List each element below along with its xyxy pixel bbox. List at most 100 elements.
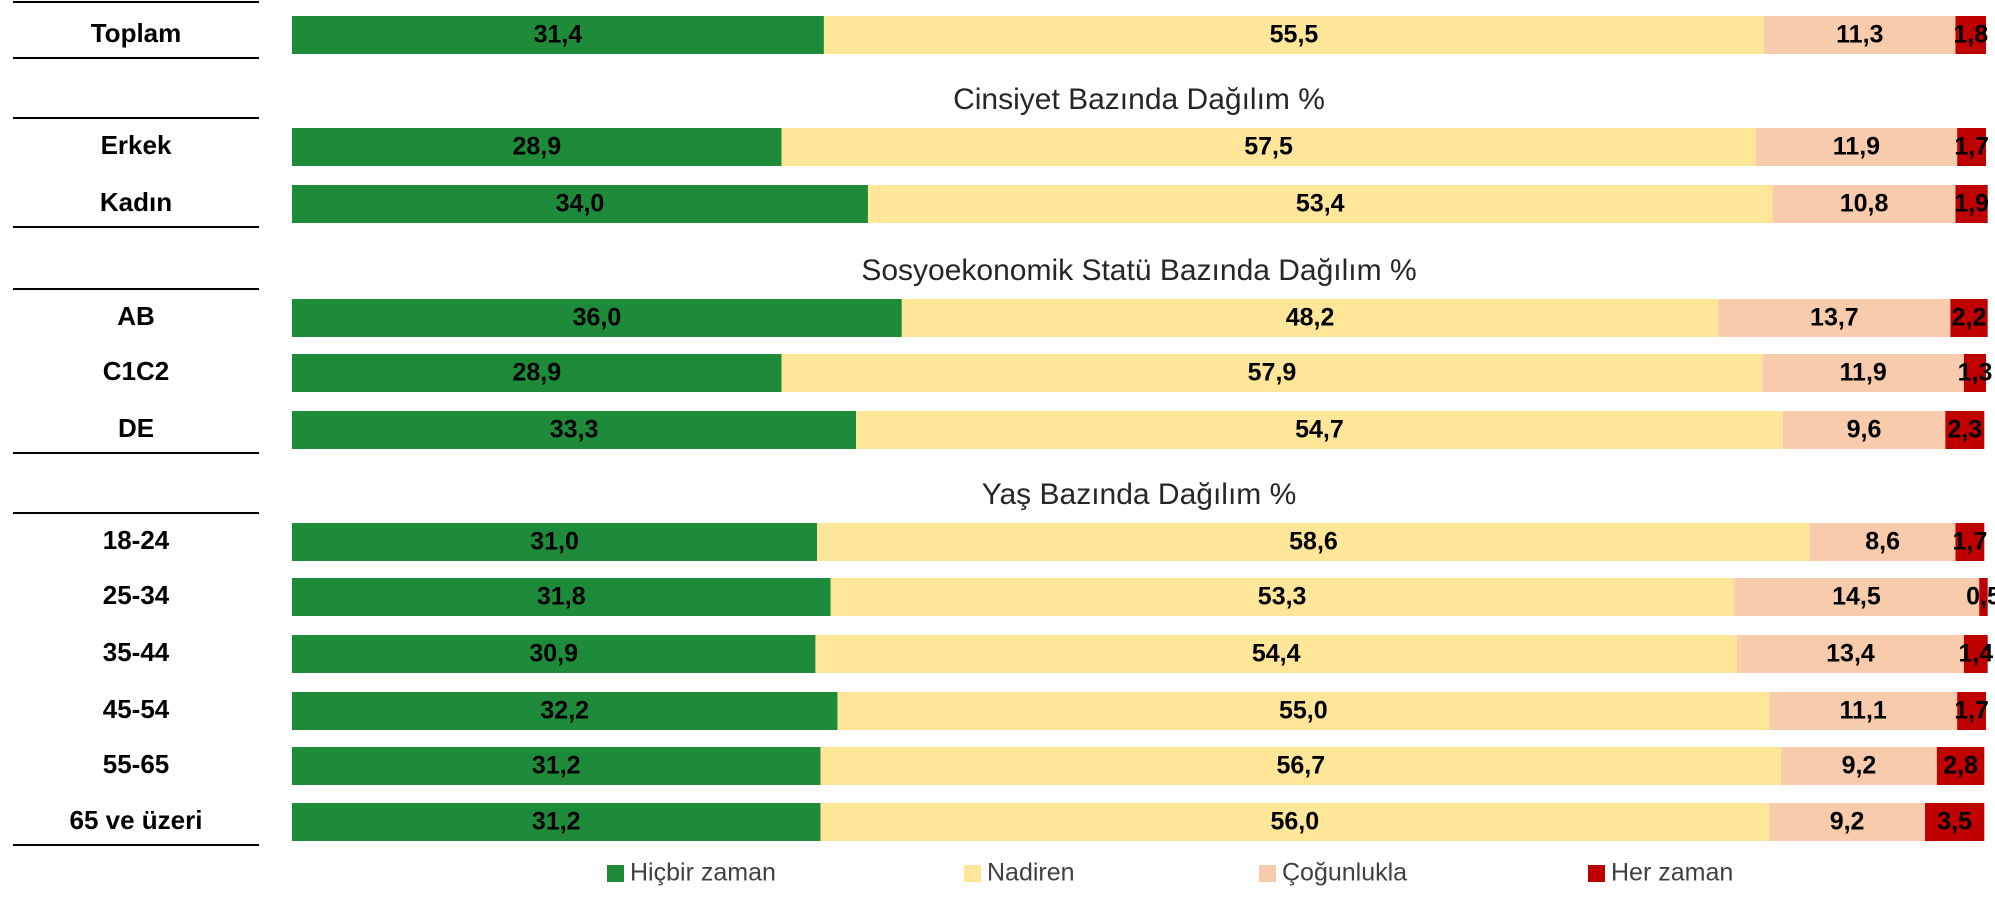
legend-swatch: [964, 865, 981, 882]
bar-segment: [1936, 747, 1985, 785]
value-label: 31,8: [537, 583, 586, 611]
section-title: Sosyoekonomik Statü Bazında Dağılım %: [861, 254, 1416, 287]
value-label: 53,3: [1258, 583, 1307, 611]
value-label: 34,0: [556, 190, 605, 218]
bar-segment: [830, 578, 1734, 616]
bar-segment: [292, 635, 816, 673]
bar-segment: [1755, 128, 1958, 166]
row-label: Kadın: [100, 187, 172, 217]
value-label: 31,0: [530, 528, 579, 556]
bar-segment: [292, 354, 782, 392]
bar-segment: [1957, 692, 1986, 730]
row-label: 55-65: [103, 749, 170, 779]
value-label: 13,4: [1826, 640, 1875, 668]
value-label: 33,3: [550, 416, 599, 444]
row-label: 65 ve üzeri: [70, 805, 203, 835]
value-label: 31,2: [532, 752, 581, 780]
value-label: 55,0: [1279, 697, 1328, 725]
value-label: 11,9: [1833, 133, 1880, 161]
bar-segment: [781, 354, 1763, 392]
bar-segment: [1963, 635, 1988, 673]
bar-segment: [292, 578, 831, 616]
row-label: Toplam: [91, 18, 182, 48]
bar-segment: [1736, 635, 1964, 673]
bar-segment: [823, 16, 1765, 54]
bar-segment: [1772, 185, 1956, 223]
value-label: 2,2: [1952, 304, 1987, 332]
legend-swatch: [607, 865, 624, 882]
legend-label: Her zaman: [1611, 859, 1733, 887]
value-label: 58,6: [1289, 528, 1338, 556]
value-label: 1,9: [1954, 190, 1989, 218]
bar-segment: [1781, 747, 1937, 785]
value-label: 32,2: [540, 697, 589, 725]
row-label: 25-34: [103, 580, 170, 610]
value-label: 54,7: [1295, 416, 1344, 444]
bar-segment: [1782, 411, 1946, 449]
bar-segment: [292, 803, 821, 841]
bar-segment: [1718, 299, 1951, 337]
row-label: DE: [118, 413, 154, 443]
value-label: 10,8: [1840, 190, 1889, 218]
bar-segment: [901, 299, 1719, 337]
bar-segment: [820, 803, 1770, 841]
value-label: 0,5: [1966, 583, 1995, 611]
bar-segment: [292, 411, 857, 449]
value-label: 57,5: [1244, 133, 1293, 161]
value-label: 11,3: [1836, 21, 1883, 49]
bar-segment: [1955, 523, 1985, 561]
value-label: 1,4: [1958, 640, 1993, 668]
value-label: 28,9: [512, 133, 561, 161]
value-label: 13,7: [1810, 304, 1859, 332]
value-label: 55,5: [1270, 21, 1319, 49]
value-label: 57,9: [1248, 359, 1297, 387]
bar-segment: [1809, 523, 1956, 561]
value-label: 1,7: [1954, 133, 1989, 161]
value-label: 31,2: [532, 808, 581, 836]
bar-segment: [1764, 16, 1956, 54]
value-label: 9,6: [1847, 416, 1882, 444]
value-label: 1,3: [1958, 359, 1993, 387]
value-label: 56,7: [1276, 752, 1325, 780]
value-label: 1,7: [1953, 528, 1988, 556]
value-label: 31,4: [534, 21, 583, 49]
bar-segment: [1950, 299, 1988, 337]
bar-segment: [292, 747, 821, 785]
section-title: Cinsiyet Bazında Dağılım %: [953, 83, 1325, 116]
bar-segment: [1769, 692, 1958, 730]
value-label: 9,2: [1842, 752, 1877, 780]
legend-swatch: [1259, 865, 1276, 882]
bar-segment: [820, 747, 1782, 785]
value-label: 3,5: [1937, 808, 1972, 836]
bar-segment: [817, 523, 1810, 561]
bar-segment: [292, 299, 902, 337]
legend-swatch: [1588, 865, 1605, 882]
value-label: 36,0: [573, 304, 622, 332]
bar-segment: [781, 128, 1756, 166]
value-label: 56,0: [1271, 808, 1320, 836]
section-title: Yaş Bazında Dağılım %: [982, 478, 1297, 511]
bar-segment: [1955, 16, 1986, 54]
bar-segment: [837, 692, 1770, 730]
bar-segment: [1945, 411, 1985, 449]
legend-label: Çoğunlukla: [1282, 859, 1407, 887]
row-label: C1C2: [103, 356, 169, 386]
value-label: 14,5: [1832, 583, 1881, 611]
value-label: 11,9: [1840, 359, 1887, 387]
bar-segment: [292, 185, 868, 223]
bar-segment: [815, 635, 1737, 673]
bar-segment: [1769, 803, 1926, 841]
value-label: 2,8: [1943, 752, 1978, 780]
row-label: 18-24: [103, 525, 170, 555]
row-label: AB: [117, 301, 155, 331]
row-label: 35-44: [103, 637, 170, 667]
legend-label: Nadiren: [987, 859, 1075, 887]
value-label: 54,4: [1252, 640, 1301, 668]
bar-segment: [1979, 578, 1988, 616]
bar-segment: [1963, 354, 1986, 392]
bar-segment: [867, 185, 1773, 223]
bar-segment: [1955, 185, 1988, 223]
value-label: 53,4: [1296, 190, 1345, 218]
value-label: 30,9: [529, 640, 578, 668]
